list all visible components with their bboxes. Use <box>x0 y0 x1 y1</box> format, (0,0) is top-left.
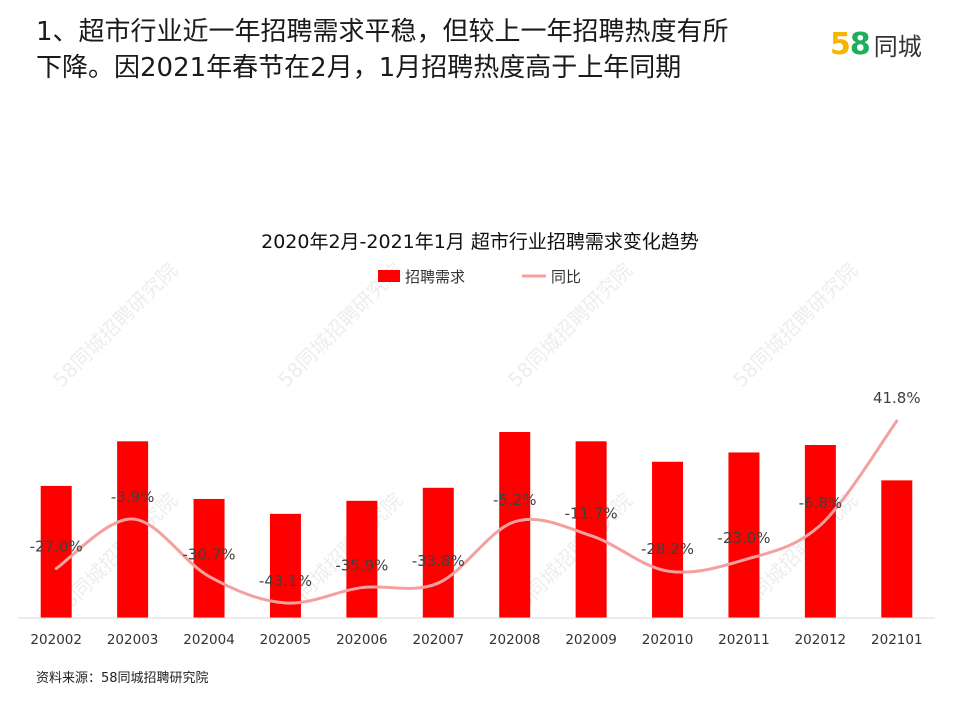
x-tick-label: 202007 <box>413 632 465 648</box>
data-label-202003: -3.9% <box>111 488 155 506</box>
bar-202002 <box>40 485 72 618</box>
data-label-202101: 41.8% <box>873 389 921 407</box>
bar-202004 <box>193 498 225 618</box>
bar-202008 <box>499 432 531 618</box>
brand-logo: 58 同城 <box>830 26 922 62</box>
legend-label-line: 同比 <box>551 268 581 286</box>
legend-swatch-bar <box>378 270 400 282</box>
headline: 1、超市行业近一年招聘需求平稳，但较上一年招聘热度有所 下降。因2021年春节在… <box>36 14 826 86</box>
bar-202012 <box>804 445 836 618</box>
x-tick-label: 202101 <box>871 632 923 648</box>
data-label-202008: -5.2% <box>493 491 537 509</box>
data-label-202009: -11.7% <box>565 505 618 523</box>
data-labels: -27.0% -3.9% -30.7% -43.1% -35.9% -33.8% -5.2%… <box>30 389 921 590</box>
data-label-202007: -33.8% <box>412 552 465 570</box>
bar-202101 <box>881 480 913 618</box>
data-label-202005: -43.1% <box>259 572 312 590</box>
data-label-202010: -28.2% <box>641 540 694 558</box>
x-tick-label: 202008 <box>489 632 541 648</box>
logo-text: 同城 <box>873 32 922 61</box>
bar-202006 <box>346 500 378 618</box>
x-tick-label: 202006 <box>336 632 388 648</box>
data-label-202012: -6.8% <box>799 494 843 512</box>
yoy-line <box>54 419 899 605</box>
x-tick-label: 202012 <box>795 632 847 648</box>
data-label-202006: -35.9% <box>335 557 388 575</box>
source-note: 资料来源：58同城招聘研究院 <box>36 671 209 686</box>
x-axis-ticks: 202002 202003 202004 202005 202006 202007 2020… <box>30 632 922 648</box>
legend: 招聘需求 同比 <box>378 268 581 286</box>
watermark-text: 58同城招聘研究院 <box>728 258 862 392</box>
x-tick-label: 202004 <box>183 632 235 648</box>
bar-202011 <box>728 452 760 618</box>
watermark-text: 58同城招聘研究院 <box>48 258 182 392</box>
x-tick-label: 202010 <box>642 632 694 648</box>
data-label-202011: -23.0% <box>717 529 770 547</box>
bar-202007 <box>422 487 454 618</box>
bar-202010 <box>652 461 684 618</box>
data-label-202004: -30.7% <box>183 545 236 563</box>
x-tick-label: 202003 <box>107 632 159 648</box>
logo-digits: 58 <box>830 26 871 62</box>
headline-line-2: 下降。因2021年春节在2月，1月招聘热度高于上年同期 <box>36 53 682 83</box>
headline-line-1: 1、超市行业近一年招聘需求平稳，但较上一年招聘热度有所 <box>36 17 729 47</box>
legend-label-bar: 招聘需求 <box>405 268 465 286</box>
bar-202003 <box>117 441 149 618</box>
chart-title: 2020年2月-2021年1月 超市行业招聘需求变化趋势 <box>261 231 699 253</box>
bar-series <box>40 432 913 618</box>
x-tick-label: 202009 <box>565 632 617 648</box>
x-tick-label: 202011 <box>718 632 770 648</box>
bar-202009 <box>575 441 607 618</box>
x-tick-label: 202005 <box>260 632 312 648</box>
x-tick-label: 202002 <box>30 632 82 648</box>
data-label-202002: -27.0% <box>30 537 83 555</box>
